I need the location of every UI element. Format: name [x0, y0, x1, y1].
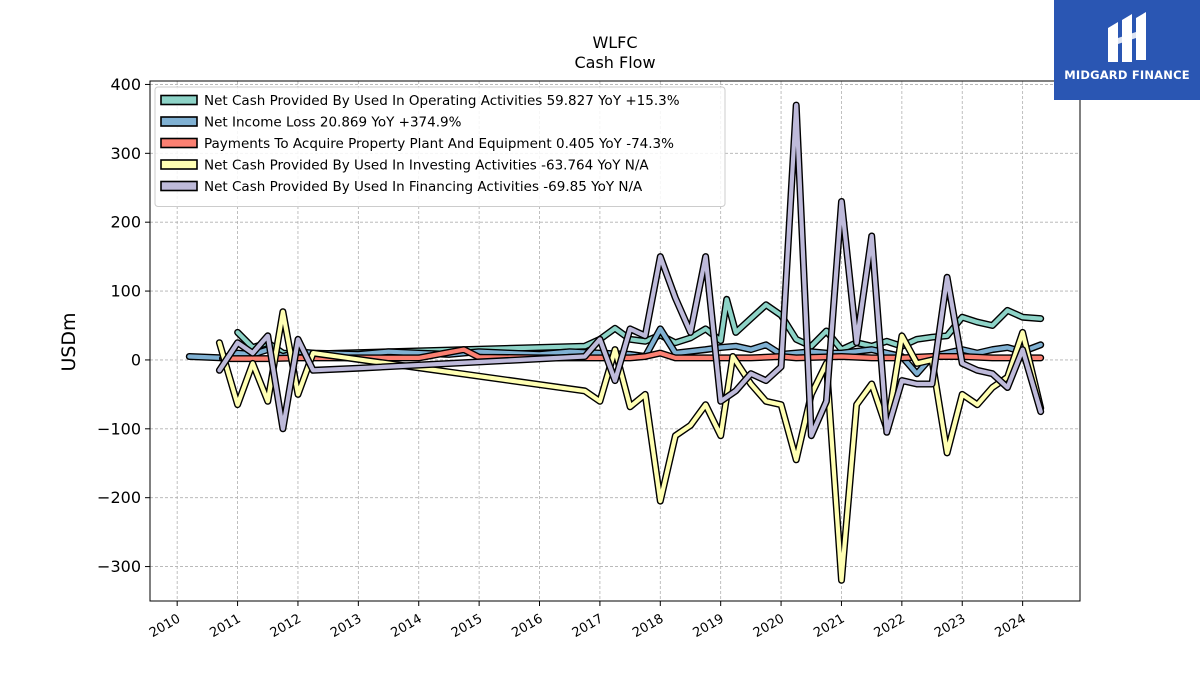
legend-swatch-4 [160, 159, 198, 170]
series-5 [215, 101, 1045, 440]
legend-swatch-1 [160, 94, 198, 106]
series-4 [215, 308, 1045, 584]
legend-label-1: Net Cash Provided By Used In Operating A… [204, 93, 680, 109]
y-tick-label: −100 [97, 419, 141, 438]
legend-box [154, 86, 726, 207]
x-tick-label: 2012 [268, 611, 304, 641]
brand-logo: MIDGARD FINANCE [1054, 0, 1200, 100]
y-axis-label: USDm [58, 312, 80, 371]
x-tick-label: 2020 [751, 611, 787, 641]
x-tick-label: 2021 [811, 611, 847, 641]
y-tick-label: 100 [110, 282, 141, 301]
legend-label-5: Net Cash Provided By Used In Financing A… [204, 179, 643, 195]
y-tick-label: 200 [110, 213, 141, 232]
brand-name: MIDGARD FINANCE [1064, 68, 1190, 82]
x-axis: 2010 2011 2012 2013 2014 2015 2016 2017 2018 2019… [147, 601, 1029, 641]
x-tick-label: 2015 [449, 611, 485, 641]
y-tick-label: 0 [131, 350, 141, 369]
x-tick-label: 2024 [992, 611, 1028, 641]
legend-label-4: Net Cash Provided By Used In Investing A… [204, 158, 649, 174]
legend-swatch-2 [160, 116, 198, 127]
chart-title: WLFC [592, 33, 637, 52]
brand-logo-icon [1108, 12, 1146, 62]
x-tick-label: 2010 [147, 611, 183, 641]
x-tick-label: 2023 [932, 611, 968, 641]
x-tick-label: 2016 [509, 611, 545, 641]
x-tick-label: 2014 [389, 611, 425, 641]
y-tick-label: 300 [110, 144, 141, 163]
x-tick-label: 2018 [630, 611, 666, 641]
series-lines [185, 101, 1045, 584]
plot-area [149, 80, 1081, 602]
series-5-line [217, 102, 1043, 438]
legend-label-2: Net Income Loss 20.869 YoY +374.9% [204, 115, 462, 131]
x-tick-label: 2017 [570, 611, 606, 641]
chart-subtitle: Cash Flow [574, 53, 655, 72]
y-axis: −300 −200 −100 0 100 200 300 400 [97, 75, 150, 576]
legend-label-3: Payments To Acquire Property Plant And E… [204, 136, 674, 152]
y-tick-label: 400 [110, 75, 141, 94]
legend: Net Cash Provided By Used In Operating A… [154, 86, 726, 207]
x-tick-label: 2019 [691, 611, 727, 641]
x-tick-label: 2013 [328, 611, 364, 641]
legend-swatch-5 [160, 180, 198, 192]
x-tick-label: 2011 [207, 611, 243, 641]
y-tick-label: −300 [97, 557, 141, 576]
legend-swatch-3 [160, 137, 198, 149]
x-tick-label: 2022 [872, 611, 908, 641]
y-tick-label: −200 [97, 488, 141, 507]
series-4-line [217, 309, 1043, 583]
